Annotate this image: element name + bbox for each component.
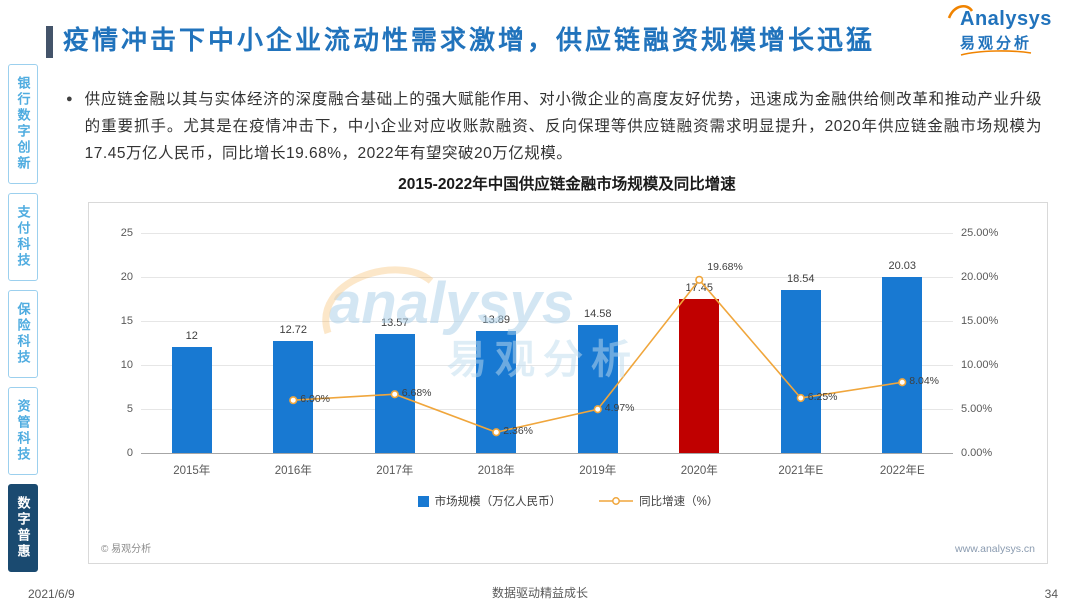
y-axis-tick-left: 0 [126,447,133,459]
line-marker [390,390,399,399]
x-axis-label: 2019年 [579,465,617,477]
bar-value-label: 17.45 [685,282,714,295]
bullet-icon: ● [66,93,73,105]
grid-line [141,453,953,454]
line-marker [289,396,298,405]
y-axis-tick-right: 15.00% [961,315,999,327]
bar-value-label: 13.89 [482,313,511,326]
sidebar-tab-banking[interactable]: 银行数字创新 [8,64,38,184]
grid-line [141,321,953,322]
chart-title: 2015-2022年中国供应链金融市场规模及同比增速 [398,176,736,193]
line-marker [796,393,805,403]
logo-row: Analysys [944,4,1064,32]
bar-value-label: 18.54 [786,272,815,285]
logo-swoosh-icon [947,4,974,19]
footer-slogan: 数据驱动精益成长 [491,586,588,600]
growth-value-label: 6.00% [300,393,331,406]
analysys-logo: Analysys 易观分析 [944,4,1064,56]
grid-line [141,233,953,234]
x-axis-label: 2020年 [680,465,718,477]
line-marker [492,428,501,437]
growth-line [289,275,907,437]
y-axis-tick-left: 15 [120,315,133,327]
y-axis-tick-right: 20.00% [961,271,999,283]
y-axis-tick-right: 0.00% [961,447,993,459]
y-axis-tick-right: 25.00% [961,227,999,239]
title-accent-bar [46,26,53,58]
footer-date: 2021/6/9 [28,587,75,601]
growth-value-label: 6.68% [401,387,432,400]
x-axis-label: 2018年 [477,465,515,477]
line-marker [695,275,704,284]
x-axis-label: 2022年E [879,465,925,477]
key-point-text: 供应链金融以其与实体经济的深度融合基础上的强大赋能作用、对小微企业的高度友好优势… [84,91,1042,162]
legend-label: 市场规模（万亿人民币） [434,496,562,508]
logo-underline-icon [960,50,1032,56]
growth-value-label: 4.97% [604,402,635,415]
bar-2015年 [171,347,212,453]
growth-value-label: 8.04% [909,375,940,388]
logo-text-cn: 易观分析 [944,32,1064,56]
bar-2021年E [780,289,821,453]
x-axis-label: 2016年 [274,465,312,477]
y-axis-tick-right: 10.00% [961,359,999,371]
logo-cn-label: 易观分析 [960,35,1033,52]
y-axis-tick-left: 20 [120,271,133,283]
x-axis-label: 2017年 [376,465,414,477]
page-title: 疫情冲击下中小企业流动性需求激增，供应链融资规模增长迅猛 [63,25,876,55]
x-axis-label: 2015年 [173,465,211,477]
bar-value-label: 12 [185,330,198,343]
logo-text-en: Analysys [960,8,1052,30]
key-point: ● 供应链金融以其与实体经济的深度融合基础上的强大赋能作用、对小微企业的高度友好… [66,86,1042,167]
growth-value-label: 6.25% [807,391,838,403]
bar-2022年E [882,276,923,453]
growth-value-label: 2.36% [503,425,534,438]
growth-value-label: 19.68% [707,260,743,273]
sidebar-tab-insurance[interactable]: 保险科技 [8,290,38,378]
chart-legend: 市场规模（万亿人民币） 同比增速（%） [89,493,1047,509]
source-note: © 易观分析 [101,544,152,555]
grid-line [141,365,953,366]
legend-bar-swatch [417,495,429,507]
x-axis-label: 2021年E [778,465,824,477]
y-axis-tick-right: 5.00% [961,403,993,415]
bar-value-label: 20.03 [888,259,917,272]
bar-value-label: 12.72 [279,324,308,337]
y-axis-tick-left: 25 [120,227,133,239]
legend-label: 同比增速（%） [639,496,719,508]
legend-item: 同比增速（%） [599,493,718,509]
legend-item: 市场规模（万亿人民币） [417,493,562,509]
grid-line [141,277,953,278]
footer-page-number: 34 [1044,587,1058,601]
bar-value-label: 14.58 [583,307,612,320]
grid-line [141,409,953,410]
bar-value-label: 13.57 [380,316,409,329]
sidebar: 银行数字创新支付科技保险科技资管科技数字普惠 [8,64,38,572]
bar-2019年 [577,324,618,453]
sidebar-tab-payment[interactable]: 支付科技 [8,193,38,281]
source-url: www.analysys.cn [955,543,1035,555]
sidebar-tab-inclusion[interactable]: 数字普惠 [8,484,38,572]
line-marker [593,405,602,414]
legend-line-swatch [599,497,634,505]
sidebar-tab-asset[interactable]: 资管科技 [8,387,38,475]
y-axis-tick-left: 10 [120,359,133,371]
bar-2020年 [679,299,720,453]
line-marker [898,378,907,387]
chart-container: analysys 易观分析 市场规模（万亿人民币） 同比增速（%） © 易观分析 … [88,202,1048,564]
y-axis-tick-left: 5 [126,403,133,415]
